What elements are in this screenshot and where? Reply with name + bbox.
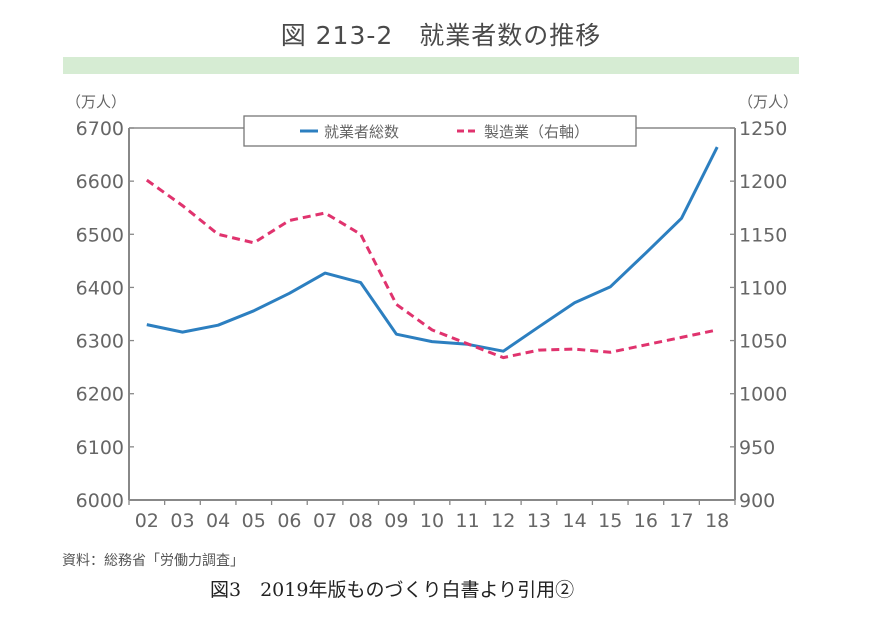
series-line-manufacturing (145, 178, 718, 360)
left-tick-label: 6100 (76, 437, 124, 459)
x-tick-label: 16 (634, 510, 658, 532)
x-tick-label: 09 (384, 510, 408, 532)
x-tick-label: 07 (313, 510, 337, 532)
legend-label-manufacturing: 製造業（右軸） (484, 123, 589, 141)
x-tick-label: 04 (206, 510, 230, 532)
x-tick-label: 03 (170, 510, 194, 532)
left-tick-label: 6700 (76, 118, 124, 140)
x-tick-label: 15 (598, 510, 622, 532)
axes (128, 127, 736, 501)
x-tick-label: 13 (527, 510, 551, 532)
x-tick-label: 18 (705, 510, 729, 532)
right-tick-label: 950 (739, 437, 775, 459)
x-tick-label: 14 (562, 510, 586, 532)
right-tick-label: 1150 (739, 224, 787, 246)
right-tick-label: 1250 (739, 118, 787, 140)
x-tick-label: 08 (349, 510, 373, 532)
legend-label-employed-total: 就業者総数 (324, 123, 399, 141)
x-tick-label: 12 (491, 510, 515, 532)
figure-title: 図 213-2 就業者数の推移 (280, 21, 602, 50)
left-tick-label: 6400 (76, 277, 124, 299)
x-tick-label: 11 (456, 510, 480, 532)
right-tick-label: 1050 (739, 331, 787, 353)
right-tick-label: 1100 (739, 277, 787, 299)
source-note: 資料：総務省「労働力調査」 (62, 553, 244, 569)
x-tick-label: 05 (242, 510, 266, 532)
figure-caption: 図3 2019年版ものづくり白書より引用② (210, 579, 575, 601)
right-tick-label: 900 (739, 490, 775, 512)
left-tick-label: 6000 (76, 490, 124, 512)
series-line-employed-total (146, 146, 719, 353)
legend: 就業者総数 製造業（右軸） (243, 115, 637, 147)
left-tick-label: 6600 (76, 171, 124, 193)
series-lines (145, 146, 719, 360)
x-tick-label: 10 (420, 510, 444, 532)
title-band (63, 57, 799, 74)
left-tick-label: 6500 (76, 224, 124, 246)
left-tick-label: 6200 (76, 384, 124, 406)
x-tick-label: 02 (135, 510, 159, 532)
x-tick-label: 06 (277, 510, 301, 532)
left-tick-label: 6300 (76, 331, 124, 353)
right-tick-label: 1000 (739, 384, 787, 406)
right-tick-label: 1200 (739, 171, 787, 193)
left-axis-unit: （万人） (66, 93, 127, 111)
ticks: 6000 6100 6200 6300 6400 6500 6600 6700 900 950 10… (76, 118, 788, 532)
right-axis-unit: （万人） (738, 93, 799, 111)
x-tick-label: 17 (669, 510, 693, 532)
